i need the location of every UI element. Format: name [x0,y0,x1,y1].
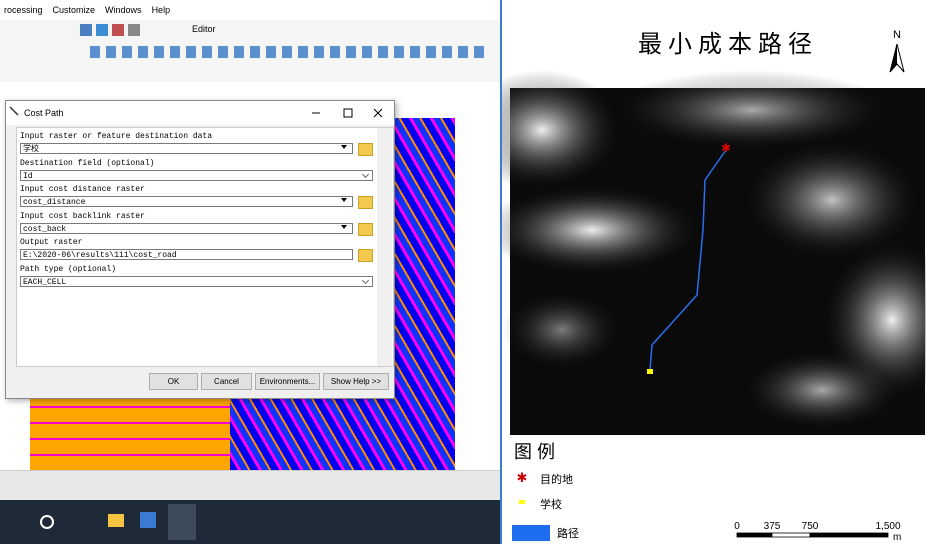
dialog-button[interactable]: Environments... [255,373,320,390]
window-controls [9,106,383,118]
legend-item-label: 学校 [540,497,562,511]
field-input[interactable]: E:\2020-06\results\111\cost_road [20,249,353,260]
dem-relief [502,290,622,370]
dem-relief [612,70,892,150]
dem-relief [502,70,622,190]
school-marker [647,369,653,374]
toolbars: Editor [0,20,500,83]
taskbar [0,500,500,544]
close[interactable] [373,108,383,118]
scale-label: 1,500 [875,521,900,532]
explorer-icon[interactable] [108,514,124,527]
dialog-button[interactable]: Cancel [201,373,252,390]
toolbar-icons [90,46,490,58]
legend-item-label: 路径 [557,527,579,540]
dem-relief [502,185,702,275]
field-input[interactable]: EACH_CELL [20,275,373,287]
dialog: Cost Path Input raster or feature destin… [5,100,395,399]
browse-button[interactable] [358,143,373,156]
dialog-title-bar: Cost Path [6,101,394,125]
legend-title: 图 例 [514,442,555,462]
browse-button[interactable] [358,249,373,262]
scale-segment [736,532,773,538]
menu-item[interactable]: Customize [52,5,96,15]
dropdown-button[interactable] [341,224,347,229]
dialog-button[interactable]: OK [149,373,198,390]
destination-marker: ✱ [721,141,731,155]
status-area [0,470,500,501]
arcmap-window: rocessing Customize Windows Help Editor Cos… [0,0,500,544]
maximize[interactable] [343,108,353,118]
menu-item[interactable]: Help [151,5,171,15]
scale-unit: m [893,532,901,543]
scrollbar[interactable] [377,128,392,366]
app-icon[interactable] [140,512,156,528]
legend-destination-symbol: ✱ [517,470,528,485]
tool-icon [9,106,19,116]
field-input[interactable]: Id [20,169,373,181]
scale-segment [809,532,889,538]
editor-menu[interactable]: Editor [192,24,216,34]
raster-region [30,394,230,470]
arcmap-task[interactable] [168,504,196,540]
field-label: Path type (optional) [20,264,117,274]
dialog-button[interactable]: Show Help >> [323,373,389,390]
legend-item-label: 目的地 [540,472,573,486]
scale-segment [771,532,811,538]
field-label: Output raster [20,238,83,247]
north-label: N [893,29,901,41]
cortana-icon[interactable] [40,515,54,529]
browse-button[interactable] [358,222,373,236]
scale-label: 750 [802,521,819,532]
scale-label: 0 [734,521,740,532]
scale-label: 375 [764,521,781,532]
dem: ✱ [502,70,926,435]
field-input[interactable]: cost_distance [20,196,353,207]
field-input[interactable]: cost_back [20,222,353,234]
field-label: Destination field (optional) [20,158,155,168]
browse-button[interactable] [358,196,373,209]
field-label: Input cost backlink raster [20,211,145,221]
menu-item[interactable]: Windows [105,5,142,15]
field-label: Input raster or feature destination data [20,132,213,141]
dialog-body: Input raster or feature destination data… [16,127,394,367]
menu-item[interactable]: rocessing [4,5,43,15]
cost-path [649,149,727,371]
dem-relief [742,350,902,430]
menu-bar: rocessing Customize Windows Help [0,0,500,20]
field-label: Input cost distance raster [20,185,145,194]
dialog-title: Cost Path [24,108,64,118]
field-input[interactable]: 学校 [20,143,353,154]
divider [500,0,502,544]
legend-school-symbol [519,500,525,504]
legend-path-symbol [512,525,550,541]
north-arrow-half [890,44,897,72]
dropdown-button[interactable] [341,145,347,149]
dropdown-button[interactable] [341,198,347,202]
layout-title: 最 小 成 本 路 径 [638,31,812,58]
dem-relief [742,140,922,260]
toolbar-icons [80,24,180,36]
